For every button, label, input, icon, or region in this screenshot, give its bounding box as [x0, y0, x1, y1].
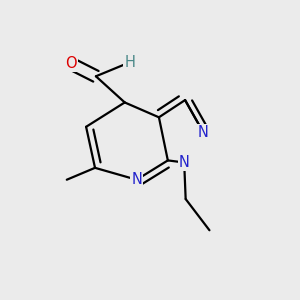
- Text: O: O: [65, 56, 77, 71]
- Text: N: N: [179, 155, 190, 170]
- Text: N: N: [198, 125, 209, 140]
- Text: N: N: [131, 172, 142, 187]
- Text: H: H: [124, 55, 135, 70]
